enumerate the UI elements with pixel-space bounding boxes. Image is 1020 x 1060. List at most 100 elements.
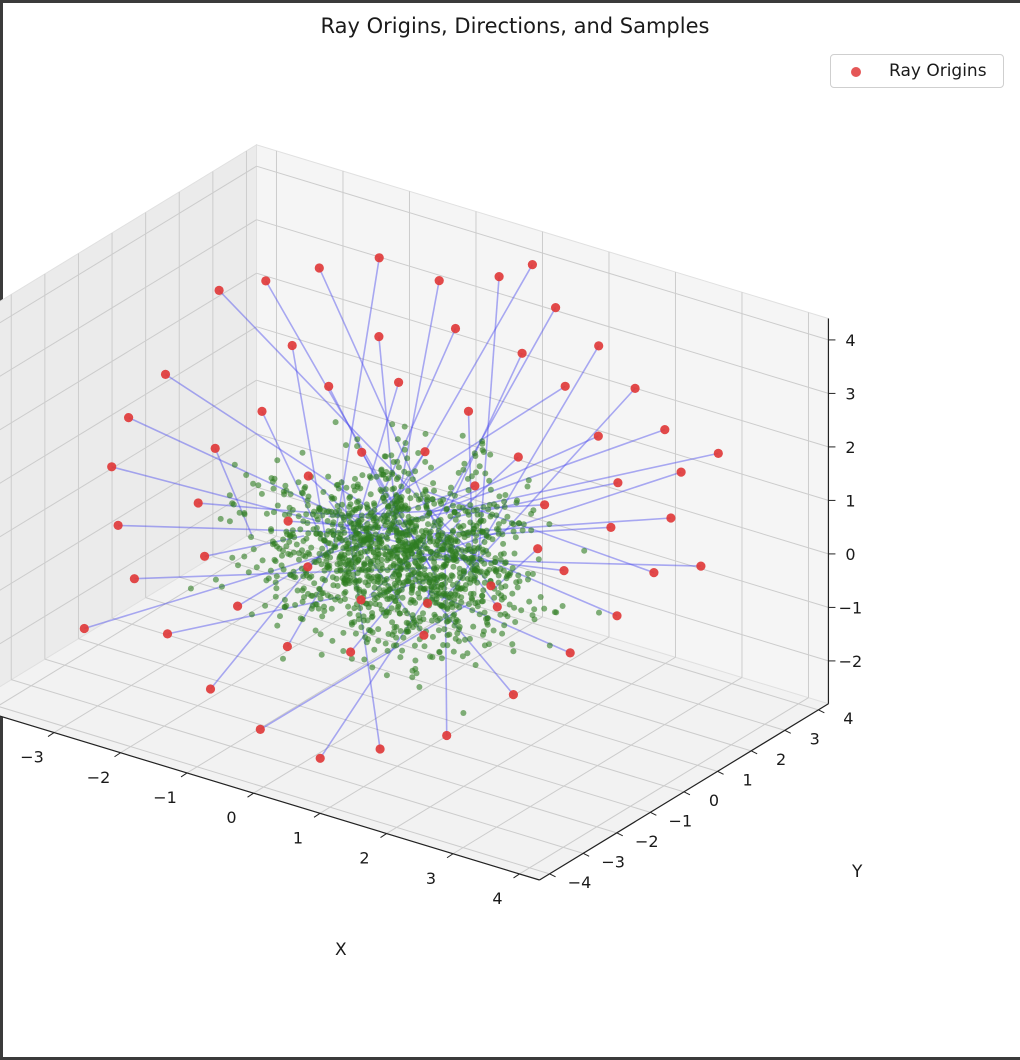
sample-point <box>325 508 332 515</box>
sample-point <box>470 556 476 563</box>
sample-point <box>403 619 410 626</box>
sample-point <box>354 443 361 450</box>
sample-point <box>365 582 371 589</box>
ray-origin-point <box>374 253 384 263</box>
sample-point <box>351 577 358 583</box>
sample-point <box>417 570 424 577</box>
sample-point <box>410 528 417 535</box>
sample-point <box>348 559 355 566</box>
sample-point <box>458 599 465 606</box>
sample-point <box>332 544 339 551</box>
sample-point <box>487 451 494 458</box>
y-tick-mark <box>784 729 791 734</box>
sample-point <box>447 490 454 497</box>
sample-point <box>299 547 305 554</box>
sample-point <box>280 547 286 554</box>
sample-point <box>352 630 359 637</box>
sample-point <box>396 519 402 526</box>
ray-origin-point <box>450 323 461 334</box>
sample-point <box>459 504 466 511</box>
sample-point <box>325 473 332 480</box>
sample-point <box>248 534 255 540</box>
ray-origin-point <box>287 340 297 351</box>
sample-point <box>358 567 365 574</box>
x-tick-label: −2 <box>87 768 111 787</box>
sample-points <box>187 419 602 716</box>
sample-point <box>292 602 299 608</box>
sample-point <box>378 606 385 613</box>
ray-origin-point <box>470 481 480 491</box>
sample-point <box>316 550 323 557</box>
sample-point <box>456 604 463 611</box>
sample-point <box>323 531 330 538</box>
sample-point <box>402 607 409 614</box>
sample-point <box>457 574 464 581</box>
x-tick-mark <box>513 873 520 879</box>
sample-point <box>397 654 404 661</box>
sample-point <box>399 594 406 601</box>
y-tick-mark <box>650 811 657 816</box>
sample-point <box>300 518 307 525</box>
sample-point <box>431 611 438 618</box>
x-tick-mark <box>180 772 188 778</box>
grid-z-back <box>256 165 829 341</box>
ray-direction-line <box>204 535 305 558</box>
sample-point <box>350 524 357 531</box>
sample-point <box>371 507 378 514</box>
sample-point <box>329 574 336 581</box>
sample-point <box>226 518 233 525</box>
sample-point <box>217 515 224 522</box>
sample-point <box>302 484 309 490</box>
x-tick-label: −3 <box>20 748 44 767</box>
sample-point <box>472 537 479 544</box>
sample-point <box>385 475 392 482</box>
sample-point <box>363 639 370 646</box>
sample-point <box>313 513 320 520</box>
sample-point <box>243 472 250 478</box>
sample-point <box>400 582 406 589</box>
ray-origin-point <box>666 513 676 523</box>
ray-origin-point <box>193 498 203 508</box>
sample-point <box>407 495 414 502</box>
ray-origin-point <box>463 406 474 416</box>
grid-z-back <box>256 379 829 555</box>
sample-point <box>500 518 507 525</box>
x-tick-label: 0 <box>226 808 236 827</box>
sample-point <box>415 504 422 511</box>
sample-point <box>400 505 407 512</box>
sample-point <box>509 590 516 597</box>
sample-point <box>384 535 391 542</box>
sample-point <box>415 450 422 456</box>
sample-point <box>338 551 345 558</box>
y-tick-mark <box>818 709 825 714</box>
sample-point <box>389 421 396 428</box>
sample-point <box>342 589 349 595</box>
sample-point <box>541 605 548 612</box>
sample-point <box>218 583 225 590</box>
sample-point <box>497 556 504 563</box>
sample-point <box>472 573 479 580</box>
sample-point <box>443 575 449 581</box>
sample-point <box>375 637 382 644</box>
sample-point <box>339 512 346 518</box>
sample-point <box>317 595 324 602</box>
sample-point <box>389 486 396 493</box>
sample-point <box>435 627 442 634</box>
y-axis-label: Y <box>851 862 863 882</box>
ray-origin-point <box>517 348 527 358</box>
sample-point <box>382 492 389 499</box>
sample-point <box>267 567 274 574</box>
sample-point <box>321 552 328 559</box>
ray-origin-point <box>160 369 171 379</box>
grid-z-left <box>0 165 257 324</box>
sample-point <box>371 584 378 591</box>
sample-point <box>474 511 481 518</box>
z-tick-label: −2 <box>839 652 863 671</box>
ray-origin-point <box>315 753 325 763</box>
sample-point <box>501 622 508 629</box>
sample-point <box>451 509 458 516</box>
sample-point <box>464 475 471 482</box>
sample-point <box>423 527 429 534</box>
sample-point <box>395 603 402 610</box>
sample-point <box>414 562 421 569</box>
